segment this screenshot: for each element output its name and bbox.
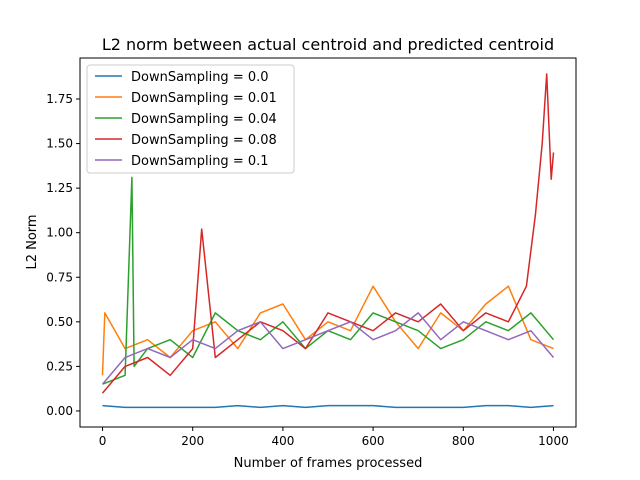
series-line-3 (101, 73, 555, 394)
legend-label: DownSampling = 0.0 (131, 70, 269, 85)
legend-label: DownSampling = 0.1 (131, 154, 269, 169)
y-tick-label: 1.75 (46, 92, 73, 106)
y-tick-label: 0.75 (46, 270, 73, 284)
y-tick-label: 0.25 (46, 359, 73, 373)
legend-label: DownSampling = 0.04 (131, 112, 277, 127)
series-line-4 (101, 312, 555, 385)
legend-items: DownSampling = 0.0 DownSampling = 0.01 Dow… (95, 70, 277, 169)
y-tick-label: 1.50 (46, 137, 73, 151)
y-tick-label: 1.25 (46, 181, 73, 195)
x-tick-label: 800 (452, 434, 475, 448)
axes-frame (79, 57, 577, 428)
legend: DownSampling = 0.0 DownSampling = 0.01 Dow… (86, 64, 295, 174)
x-axis-ticks: 0 200 400 600 800 1000 (99, 427, 569, 448)
plot-area: 0 200 400 600 800 1000 0.00 0.25 0.50 0.75 1.00 1.… (46, 57, 577, 448)
legend-label: DownSampling = 0.08 (131, 133, 277, 148)
y-axis-label: L2 Norm (25, 214, 40, 269)
x-axis-label: Number of frames processed (234, 456, 423, 471)
y-tick-label: 1.00 (46, 226, 73, 240)
series-line-0 (102, 404, 554, 409)
y-tick-label: 0.50 (46, 315, 73, 329)
x-tick-label: 600 (362, 434, 385, 448)
x-tick-label: 400 (271, 434, 294, 448)
y-axis-ticks: 0.00 0.25 0.50 0.75 1.00 1.25 1.50 1.75 (46, 92, 80, 418)
chart-title: L2 norm between actual centroid and pred… (102, 35, 554, 54)
legend-label: DownSampling = 0.01 (131, 91, 277, 106)
series-layer (101, 73, 555, 409)
x-tick-label: 0 (99, 434, 107, 448)
x-tick-label: 200 (181, 434, 204, 448)
y-tick-label: 0.00 (46, 404, 73, 418)
legend-box (86, 64, 295, 174)
x-tick-label: 1000 (538, 434, 569, 448)
